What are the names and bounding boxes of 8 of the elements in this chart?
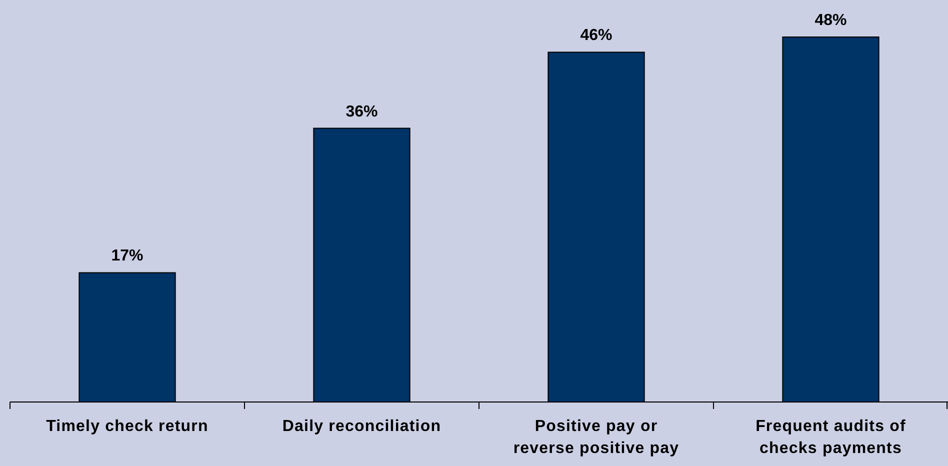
data-label: 48% <box>814 12 847 29</box>
x-tick-label: Positive pay or reverse positive pay <box>513 418 680 457</box>
x-tick-label: Daily reconciliation <box>282 418 442 435</box>
x-tick-label: Frequent audits of checks payments <box>756 418 906 457</box>
data-label: 17% <box>111 248 144 265</box>
data-label: 36% <box>346 103 378 120</box>
data-label: 46% <box>580 27 612 44</box>
x-tick-label: Timely check return <box>46 418 208 435</box>
